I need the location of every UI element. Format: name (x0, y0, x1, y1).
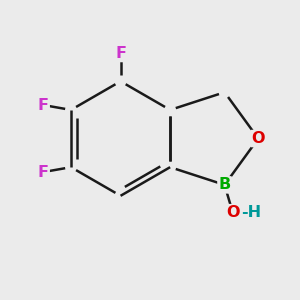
Text: F: F (38, 98, 49, 112)
Text: -H: -H (241, 205, 261, 220)
Text: F: F (38, 165, 49, 180)
Text: O: O (251, 131, 265, 146)
Text: B: B (218, 177, 231, 192)
Text: F: F (115, 46, 126, 61)
Text: O: O (226, 205, 239, 220)
